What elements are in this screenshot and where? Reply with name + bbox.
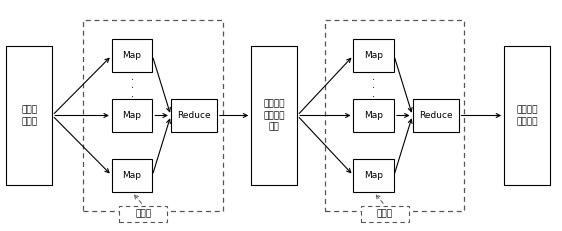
Text: Map: Map — [123, 111, 142, 120]
Bar — [6, 46, 52, 185]
Text: 成熟检
测器集: 成熟检 测器集 — [21, 105, 37, 126]
Bar — [353, 159, 394, 192]
Text: .
.
.: . . . — [130, 72, 134, 99]
Bar — [413, 99, 459, 132]
Text: Map: Map — [364, 111, 383, 120]
Bar — [325, 20, 464, 211]
Text: Reduce: Reduce — [419, 111, 452, 120]
Bar — [361, 206, 409, 222]
Bar — [83, 20, 223, 211]
Text: .
.
.: . . . — [372, 72, 375, 99]
Text: 测试集: 测试集 — [377, 209, 393, 218]
Bar — [119, 206, 167, 222]
Text: Reduce: Reduce — [177, 111, 211, 120]
Text: 测试集: 测试集 — [135, 209, 151, 218]
Bar — [353, 39, 394, 72]
Bar — [504, 46, 550, 185]
Text: 输出适应
度高的检
测器: 输出适应 度高的检 测器 — [264, 99, 285, 132]
Bar — [112, 159, 152, 192]
Text: 输出记忆
检测器集: 输出记忆 检测器集 — [516, 105, 538, 126]
Text: Map: Map — [364, 171, 383, 180]
Bar — [353, 99, 394, 132]
Bar — [112, 99, 152, 132]
Bar — [171, 99, 217, 132]
Text: Map: Map — [364, 51, 383, 60]
Text: Map: Map — [123, 171, 142, 180]
Bar — [112, 39, 152, 72]
Bar — [251, 46, 297, 185]
Text: Map: Map — [123, 51, 142, 60]
